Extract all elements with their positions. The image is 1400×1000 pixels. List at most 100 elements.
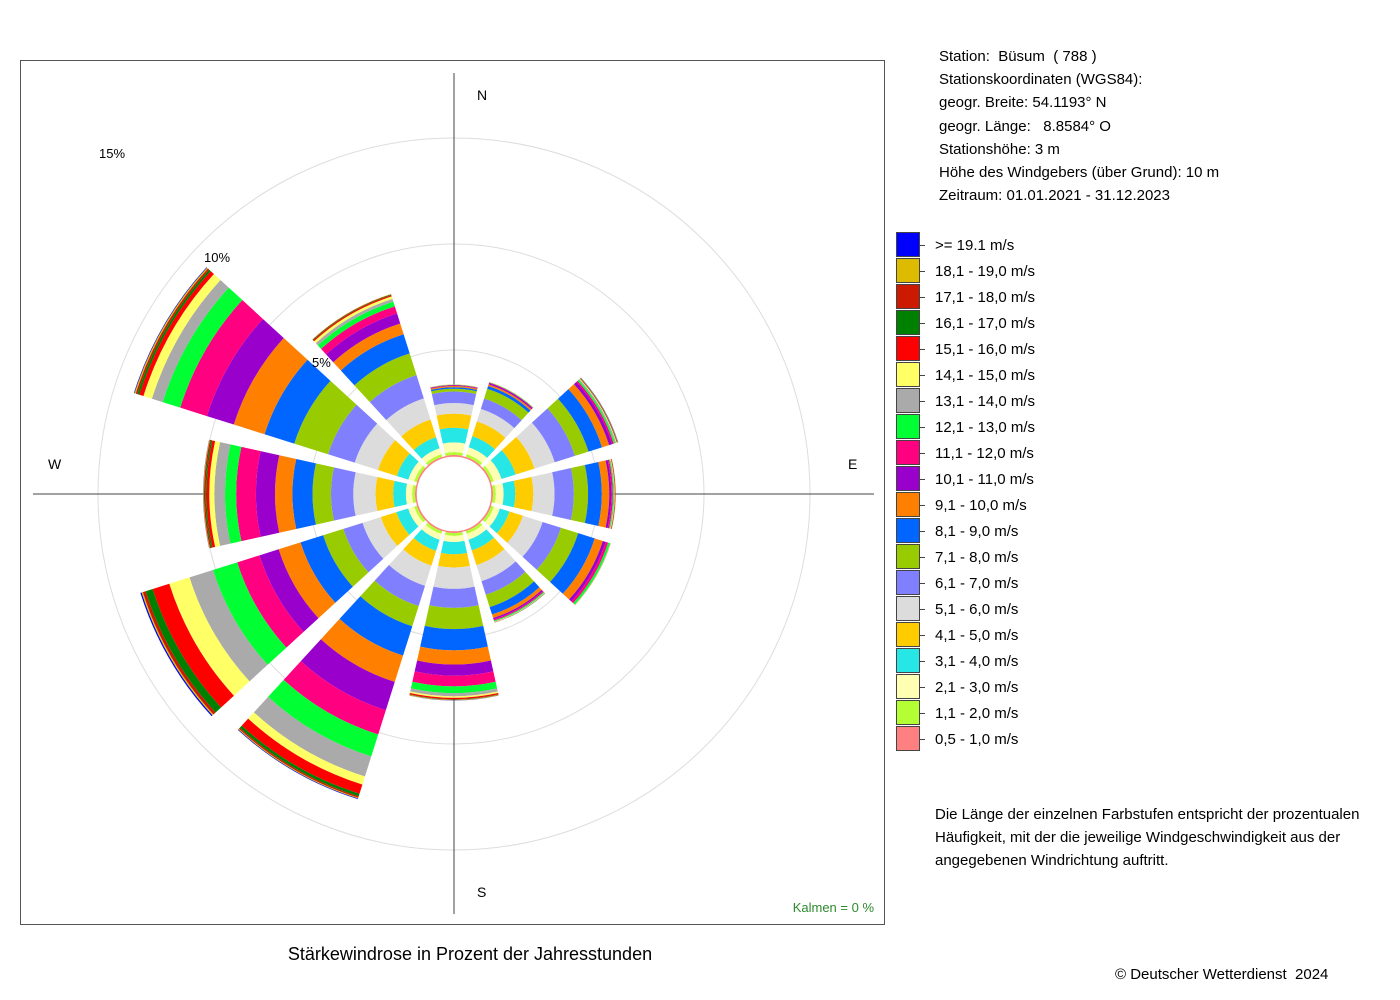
legend-swatch-19 <box>896 726 925 751</box>
wedge-150deg-bin-8 <box>489 581 540 615</box>
wedge-180deg-bin-12 <box>410 681 498 694</box>
compass-east-label: E <box>848 456 858 472</box>
wedge-60deg-bin-5 <box>516 422 555 469</box>
note-line-1: Die Länge der einzelnen Farbstufen entsp… <box>935 806 1360 823</box>
wedge-300deg-bin-8 <box>264 359 331 444</box>
wedge-300deg-bin-3 <box>396 453 419 480</box>
wedge-330deg-bin-10 <box>326 313 401 363</box>
legend-label-1: 18,1 - 19,0 m/s <box>935 263 1036 280</box>
wedge-0deg-bin-6 <box>431 391 477 406</box>
wedge-210deg-bin-3 <box>413 529 440 551</box>
wedge-30deg-bin-4 <box>472 421 506 450</box>
wedge-330deg-bin-3 <box>413 437 440 459</box>
wedge-240deg-bin-10 <box>259 549 319 632</box>
wedge-180deg-bin-9 <box>417 646 491 665</box>
wedge-180deg-bin-1 <box>444 532 464 536</box>
wedge-210deg-bin-14 <box>248 712 365 785</box>
wedge-210deg-bin-8 <box>339 596 413 656</box>
wedge-30deg-bin-5 <box>476 408 515 438</box>
wedge-270deg-bin-6 <box>330 467 356 521</box>
wedge-180deg-bin-13 <box>410 688 498 697</box>
wedge-180deg-bin-4 <box>438 552 470 568</box>
wedge-30deg-bin-10 <box>488 383 533 410</box>
wedge-60deg-bin-8 <box>557 389 603 452</box>
wedge-210deg-bin-9 <box>320 618 404 682</box>
wedge-210deg-bin-6 <box>374 565 426 607</box>
wedge-300deg-bin-11 <box>180 300 263 417</box>
legend-label-7: 12,1 - 13,0 m/s <box>935 419 1036 436</box>
wind-rose-svg <box>33 73 874 914</box>
wedge-330deg-bin-7 <box>354 353 417 403</box>
wedge-30deg-bin-1 <box>465 454 483 466</box>
legend-swatch-0 <box>896 232 925 257</box>
station-info: Station: Büsum ( 788 ) Stationskoordinat… <box>939 45 1219 207</box>
wedge-150deg-bin-9 <box>492 587 542 618</box>
legend-swatch-4 <box>896 336 925 361</box>
wedge-120deg-bin-3 <box>489 508 510 534</box>
station-latitude: geogr. Breite: 54.1193° N <box>939 94 1107 112</box>
sector-150deg <box>465 522 546 623</box>
legend-label-16: 3,1 - 4,0 m/s <box>935 653 1019 670</box>
wedge-210deg-bin-2 <box>421 524 442 540</box>
wedge-330deg-bin-11 <box>321 306 398 355</box>
legend-swatch-9 <box>896 466 925 491</box>
wedge-270deg-bin-2 <box>405 483 414 505</box>
station-name: Station: Büsum ( 788 ) <box>939 48 1097 65</box>
wedge-270deg-bin-16 <box>205 440 213 548</box>
wedge-120deg-bin-7 <box>536 527 579 582</box>
wedge-60deg-bin-9 <box>568 384 610 448</box>
wedge-210deg-bin-1 <box>425 522 443 534</box>
wedge-90deg-bin-4 <box>513 476 534 512</box>
wedge-30deg-bin-9 <box>488 384 532 411</box>
wedge-0deg-bin-8 <box>430 387 478 392</box>
wedge-30deg-bin-3 <box>468 436 495 458</box>
wedge-330deg-bin-6 <box>369 375 424 421</box>
wedge-240deg-bin-6 <box>343 522 384 573</box>
wedge-150deg-bin-7 <box>485 571 535 608</box>
wedge-240deg-bin-1 <box>414 505 426 523</box>
wedge-330deg-bin-9 <box>333 323 404 371</box>
wedge-270deg-bin-19 <box>203 439 210 549</box>
wedge-150deg-bin-2 <box>466 524 487 540</box>
wedge-0deg-bin-4 <box>436 413 472 430</box>
wedge-90deg-bin-12 <box>609 459 614 529</box>
wedge-0deg-bin-12 <box>430 384 478 388</box>
wedge-210deg-bin-11 <box>283 661 386 735</box>
wedge-90deg-bin-15 <box>610 459 616 529</box>
station-longitude: geogr. Länge: 8.8584° O <box>939 117 1111 135</box>
wedge-180deg-bin-11 <box>412 671 496 687</box>
sector-90deg <box>491 458 616 530</box>
wedge-90deg-bin-3 <box>502 480 516 508</box>
wedge-330deg-bin-4 <box>401 419 437 451</box>
compass-west-label: W <box>48 456 62 472</box>
wedge-180deg-bin-6 <box>429 586 479 608</box>
wedge-330deg-bin-14 <box>314 296 393 344</box>
legend-label-18: 1,1 - 2,0 m/s <box>935 705 1019 722</box>
wedge-270deg-bin-8 <box>292 459 316 529</box>
wedge-150deg-bin-4 <box>471 537 505 566</box>
wedge-0deg-bin-9 <box>430 386 478 390</box>
wedge-240deg-bin-3 <box>396 508 419 535</box>
station-coordinates-heading: Stationskoordinaten (WGS84): <box>939 71 1143 89</box>
legend-swatch-3 <box>896 310 925 335</box>
legend-swatch-14 <box>896 596 925 621</box>
wedge-240deg-bin-4 <box>380 512 410 546</box>
sector-240deg <box>140 505 426 717</box>
wedge-150deg-bin-1 <box>465 522 483 534</box>
wedge-0deg-bin-13 <box>430 384 478 388</box>
wedge-270deg-bin-12 <box>224 444 242 544</box>
wedge-120deg-bin-6 <box>522 521 562 570</box>
legend-swatch-7 <box>896 414 925 439</box>
legend-swatch-6 <box>896 388 925 413</box>
wedge-90deg-bin-1 <box>492 484 496 504</box>
legend-swatch-12 <box>896 544 925 569</box>
sector-60deg <box>482 377 619 483</box>
wedge-0deg-bin-7 <box>431 388 477 394</box>
wedge-120deg-bin-2 <box>484 506 500 527</box>
wedge-300deg-bin-2 <box>408 461 424 482</box>
wedge-0deg-bin-14 <box>430 384 478 388</box>
wedge-0deg-bin-10 <box>430 385 478 389</box>
wedge-180deg-bin-17 <box>409 694 499 700</box>
wedge-120deg-bin-1 <box>482 505 494 523</box>
sector-330deg <box>312 293 443 466</box>
